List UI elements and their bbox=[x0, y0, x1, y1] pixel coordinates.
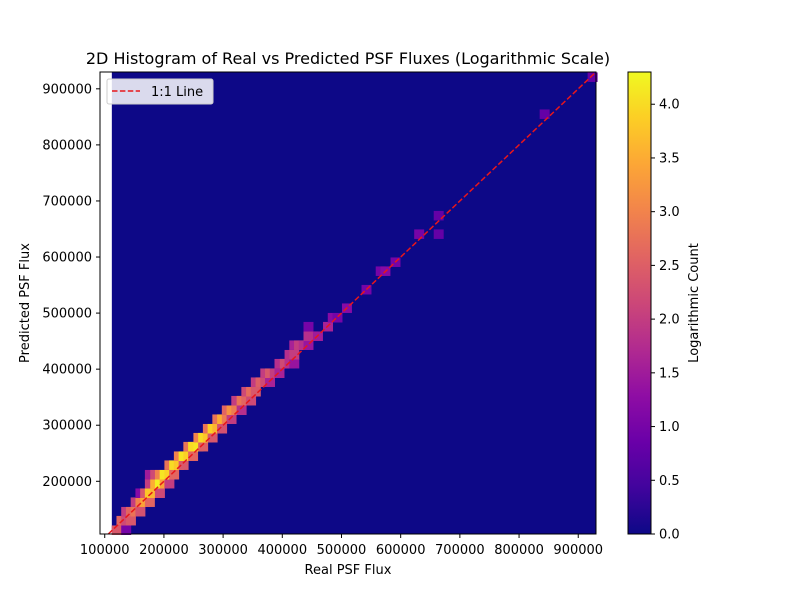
histogram-cell bbox=[250, 386, 261, 397]
histogram-cell bbox=[111, 525, 122, 535]
colorbar-tick-label: 2.5 bbox=[659, 259, 680, 274]
histogram-cell bbox=[144, 488, 155, 498]
colorbar-tick-label: 1.0 bbox=[659, 420, 680, 435]
plot-area bbox=[99, 71, 598, 535]
y-axis: 200000 300000 400000 500000 600000 700000 8000… bbox=[42, 82, 100, 490]
y-tick-label: 800000 bbox=[42, 138, 92, 153]
histogram-cell bbox=[188, 451, 199, 461]
colorbar-label: Logarithmic Count bbox=[687, 243, 702, 363]
plot-border bbox=[99, 71, 597, 535]
histogram-cell bbox=[246, 395, 257, 406]
histogram-cell bbox=[274, 358, 285, 369]
x-tick-label: 300000 bbox=[198, 543, 248, 558]
histogram-cell bbox=[226, 414, 237, 424]
x-tick-label: 600000 bbox=[376, 543, 426, 558]
x-axis: 100000 200000 300000 400000 500000 600000 7000… bbox=[80, 534, 603, 558]
histogram-cell bbox=[289, 358, 300, 369]
x-tick-label: 700000 bbox=[435, 543, 485, 558]
x-tick-label: 400000 bbox=[257, 543, 307, 558]
histogram-cell bbox=[587, 72, 598, 82]
histogram-cell bbox=[236, 405, 247, 416]
y-tick-label: 600000 bbox=[42, 251, 92, 266]
y-tick-label: 500000 bbox=[42, 307, 92, 322]
histogram-cell bbox=[303, 340, 314, 350]
x-tick-label: 200000 bbox=[139, 543, 189, 558]
colorbar-tick-label: 0.5 bbox=[659, 474, 680, 489]
histogram-cell bbox=[207, 432, 218, 443]
y-tick-label: 200000 bbox=[42, 475, 92, 490]
x-tick-label: 800000 bbox=[494, 543, 544, 558]
histogram-cell bbox=[231, 405, 242, 416]
histogram-cell bbox=[188, 441, 199, 452]
histogram-cell bbox=[169, 469, 180, 480]
histogram-cell bbox=[433, 229, 444, 239]
x-tick-label: 100000 bbox=[80, 543, 130, 558]
histogram-cell bbox=[144, 497, 155, 507]
histogram-cell bbox=[361, 284, 372, 295]
histogram-cell bbox=[217, 423, 228, 434]
x-tick-label: 500000 bbox=[317, 543, 367, 558]
histogram-cell bbox=[539, 109, 550, 119]
colorbar-tick-label: 3.0 bbox=[659, 205, 680, 220]
histogram-cell bbox=[332, 312, 343, 323]
histogram-cell bbox=[135, 506, 146, 517]
histogram-cell bbox=[231, 395, 242, 406]
histogram-cells bbox=[111, 72, 598, 535]
colorbar-tick-label: 4.0 bbox=[659, 98, 680, 113]
colorbar-gradient bbox=[627, 71, 652, 535]
reference-line bbox=[107, 71, 597, 535]
histogram-cell bbox=[414, 229, 425, 239]
y-tick-label: 700000 bbox=[42, 194, 92, 209]
x-tick-label: 900000 bbox=[553, 543, 603, 558]
histogram-cell bbox=[144, 478, 155, 489]
histogram-cell bbox=[265, 377, 276, 387]
legend-entry-label: 1:1 Line bbox=[151, 85, 203, 100]
y-tick-label: 900000 bbox=[42, 82, 92, 97]
colorbar-tick-label: 1.5 bbox=[659, 366, 680, 381]
colorbar-ticks: 0.0 0.5 1.0 1.5 2.0 2.5 3.0 3.5 4.0 bbox=[651, 98, 680, 543]
y-tick-label: 300000 bbox=[42, 419, 92, 434]
histogram-cell bbox=[121, 525, 132, 535]
histogram-cell bbox=[154, 488, 165, 498]
histogram-cell bbox=[178, 460, 189, 470]
histogram-cell bbox=[274, 368, 285, 378]
histogram-cell bbox=[303, 321, 314, 332]
colorbar-tick-label: 3.5 bbox=[659, 151, 680, 166]
histogram-cell bbox=[433, 210, 444, 221]
legend-box bbox=[106, 78, 214, 105]
y-tick-label: 400000 bbox=[42, 363, 92, 378]
colorbar: 0.0 0.5 1.0 1.5 2.0 2.5 3.0 3.5 4.0 Logarithmic … bbox=[627, 71, 702, 543]
colorbar-tick-label: 2.0 bbox=[659, 313, 680, 328]
histogram-cell bbox=[125, 515, 136, 526]
histogram-cell bbox=[289, 349, 300, 360]
legend: 1:1 Line bbox=[106, 78, 214, 105]
x-axis-label: Real PSF Flux bbox=[305, 563, 392, 578]
colorbar-tick-label: 0.0 bbox=[659, 528, 680, 543]
chart-title: 2D Histogram of Real vs Predicted PSF Fl… bbox=[86, 49, 610, 68]
histogram-cell bbox=[198, 441, 209, 452]
histogram-cell bbox=[164, 478, 175, 489]
y-axis-label: Predicted PSF Flux bbox=[18, 243, 33, 363]
histogram-cell bbox=[144, 469, 155, 480]
